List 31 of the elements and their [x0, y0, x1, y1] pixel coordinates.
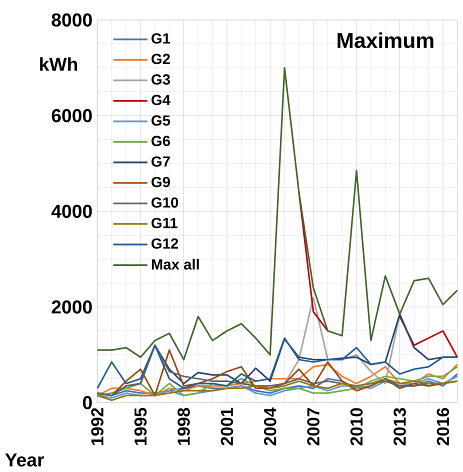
y-axis-title: kWh — [40, 57, 78, 71]
line-series — [96, 337, 458, 390]
legend-label: G11 — [152, 218, 178, 228]
x-tick-label: 2004 — [264, 407, 276, 446]
legend-label: G10 — [152, 197, 178, 208]
x-tick-label: 1998 — [178, 408, 190, 445]
chart-title: Maximum — [338, 32, 434, 48]
x-tick-label: 2010 — [350, 408, 363, 446]
legend-label: G1 — [152, 33, 170, 44]
legend-label: G6 — [152, 136, 170, 146]
x-tick-label: 2013 — [394, 408, 406, 446]
x-tick-label: 2007 — [307, 408, 320, 446]
legend-label: G12 — [152, 238, 178, 249]
y-tick-label: 4000 — [52, 204, 92, 218]
legend-label: Max all — [152, 258, 199, 270]
y-tick-label: 0 — [83, 396, 92, 410]
legend-label: G2 — [152, 54, 170, 64]
legend-label: G7 — [152, 156, 170, 167]
y-tick-label: 6000 — [52, 109, 92, 122]
x-axis-title: Year — [5, 454, 44, 467]
y-tick-label: 2000 — [52, 300, 92, 314]
legend-label: G4 — [152, 94, 171, 106]
legend-label: G9 — [152, 176, 170, 188]
x-tick-label: 1992 — [91, 408, 104, 445]
legend-label: G3 — [152, 74, 170, 85]
line-series — [96, 67, 458, 360]
legend-label: G5 — [152, 115, 170, 126]
x-tick-label: 2016 — [436, 408, 450, 446]
y-tick-label: 8000 — [52, 13, 92, 27]
x-tick-label: 2001 — [220, 408, 234, 446]
x-tick-label: 1995 — [134, 408, 147, 445]
